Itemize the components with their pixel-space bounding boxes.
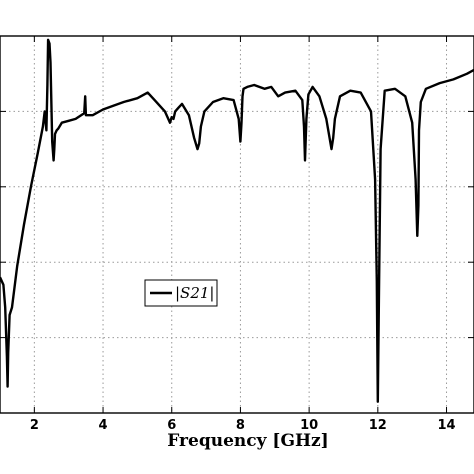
x-tick-label: 6 xyxy=(167,418,176,433)
grid-lines xyxy=(0,36,474,413)
x-tick-label: 2 xyxy=(30,418,39,433)
x-tick-label: 4 xyxy=(99,418,108,433)
x-tick-label: 8 xyxy=(236,418,245,433)
legend: |S21| xyxy=(144,279,218,307)
x-tick-label: 10 xyxy=(300,418,318,433)
series-line xyxy=(0,38,474,403)
plot-frame xyxy=(0,35,474,414)
axis-ticks xyxy=(0,36,474,413)
x-axis-label: Frequency [GHz] xyxy=(167,431,328,451)
legend-label: |S21| xyxy=(175,284,214,302)
x-tick-labels: 2 4 6 8 10 12 14 xyxy=(30,418,456,433)
x-tick-label: 14 xyxy=(437,418,455,433)
x-tick-label: 12 xyxy=(369,418,387,433)
series-layer xyxy=(0,38,474,403)
